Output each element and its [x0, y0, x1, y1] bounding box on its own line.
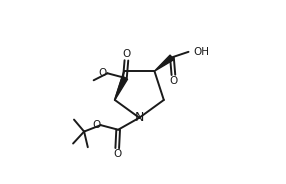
Text: O: O	[99, 68, 107, 78]
Text: O: O	[113, 149, 121, 159]
Polygon shape	[154, 55, 174, 71]
Text: O: O	[92, 120, 101, 130]
Text: N: N	[135, 111, 144, 124]
Text: O: O	[122, 49, 130, 59]
Polygon shape	[115, 77, 128, 100]
Text: OH: OH	[193, 47, 209, 57]
Text: O: O	[170, 76, 178, 86]
